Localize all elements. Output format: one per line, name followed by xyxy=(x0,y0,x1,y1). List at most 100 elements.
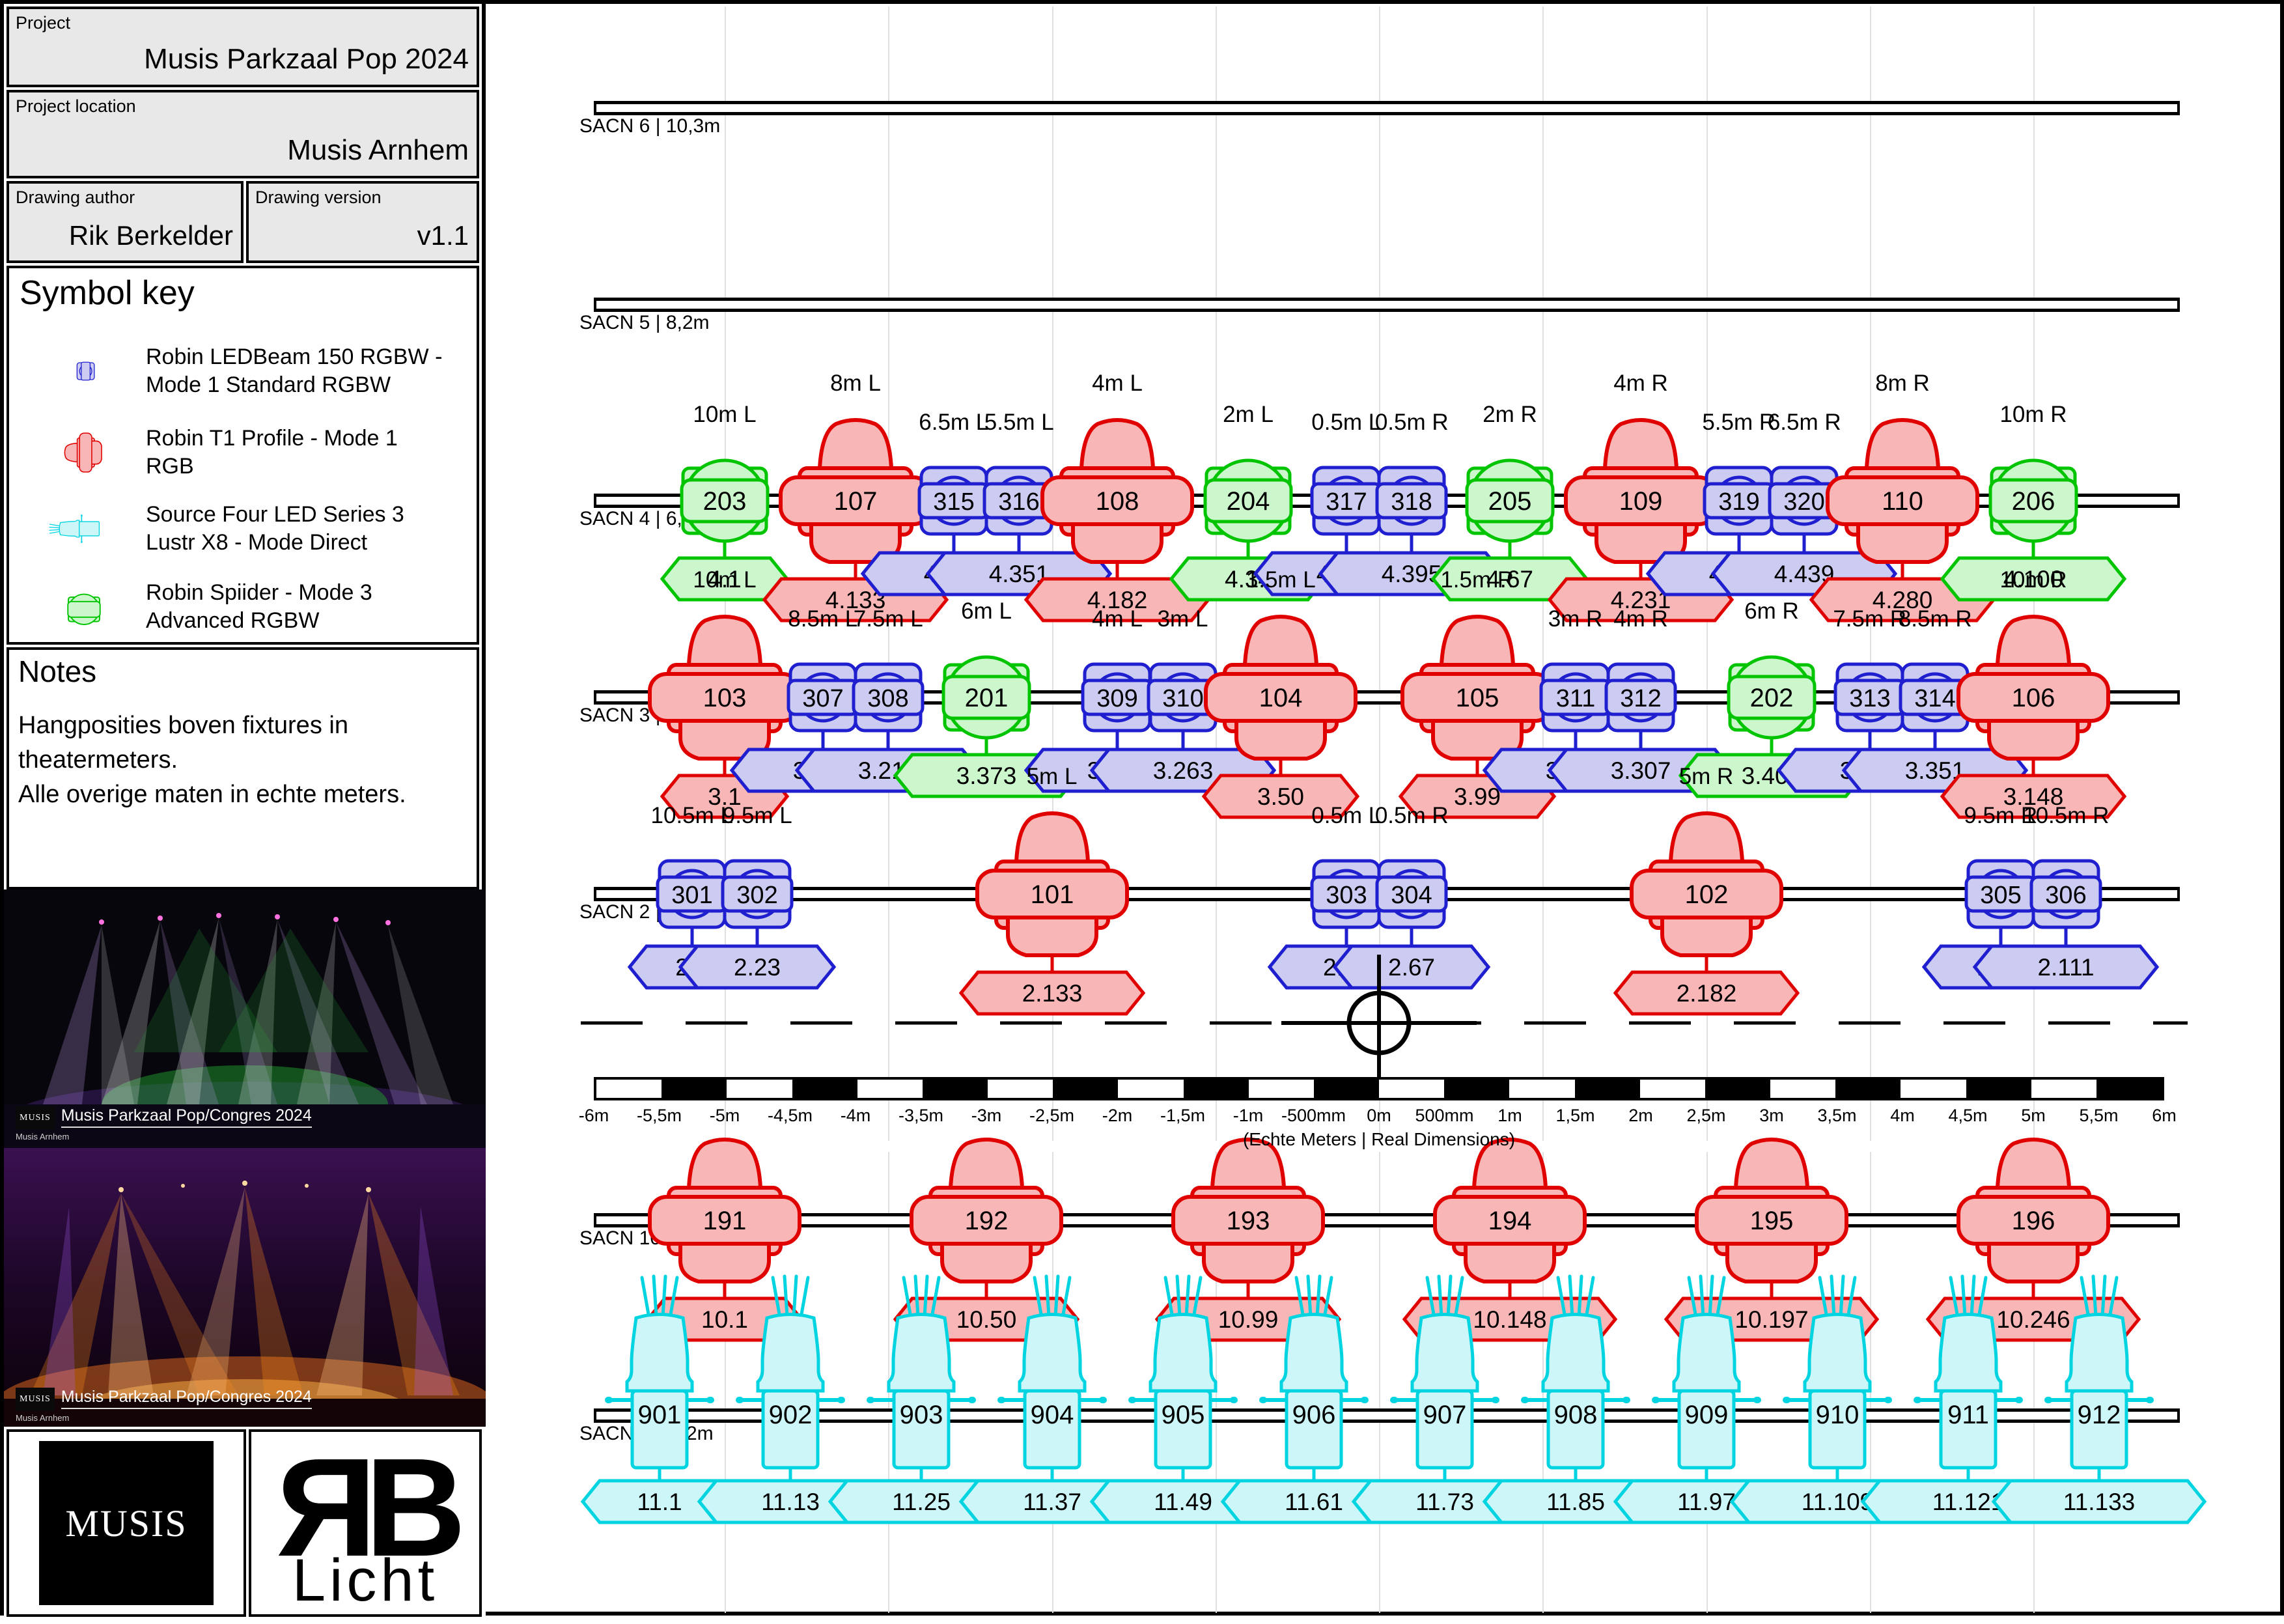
fixture-191: 191 10.1 xyxy=(645,1138,804,1342)
fixture-306-position: 10.5m R xyxy=(2023,803,2110,828)
s4-icon xyxy=(35,486,133,571)
ruler-tick-17: 2,5m xyxy=(1686,1106,1726,1125)
svg-text:2.182: 2.182 xyxy=(1676,980,1736,1007)
svg-text:10.197: 10.197 xyxy=(1734,1306,1808,1333)
truss-sacn6-pipe xyxy=(594,101,2180,115)
svg-text:11.49: 11.49 xyxy=(1154,1489,1212,1515)
truss-sacn5-pipe xyxy=(594,298,2180,312)
scale-ruler xyxy=(594,1077,2164,1100)
fixture-302: 302 2.23 xyxy=(678,859,837,990)
svg-text:909: 909 xyxy=(1684,1401,1728,1429)
ruler-tick-18: 3m xyxy=(1759,1106,1784,1125)
fixture-905: 905 11.49 xyxy=(1089,1274,1276,1524)
location-name: Musis Arnhem xyxy=(287,134,469,166)
fixture-908: 908 11.85 xyxy=(1482,1274,1669,1524)
svg-text:193: 193 xyxy=(1227,1207,1270,1235)
musis-logo: MUSIS xyxy=(39,1441,214,1605)
svg-text:301: 301 xyxy=(671,882,712,909)
plot-area: SACN 6 | 10,3m SACN 5 | 8,2m SACN 4 | 6,1m… xyxy=(486,4,2280,1613)
svg-text:910: 910 xyxy=(1815,1401,1859,1429)
ruler-tick-8: -2m xyxy=(1102,1106,1133,1125)
svg-text:3.1: 3.1 xyxy=(708,783,741,810)
musis-logo-text: MUSIS xyxy=(65,1502,188,1545)
fixture-201: 201 3.373 xyxy=(893,655,1080,798)
ruler-tick-20: 4m xyxy=(1890,1106,1915,1125)
ruler-tick-1: -5,5m xyxy=(636,1106,682,1125)
svg-text:4.67: 4.67 xyxy=(1486,566,1533,593)
svg-text:303: 303 xyxy=(1326,882,1367,909)
fixture-103: 103 3.1 xyxy=(648,615,801,819)
svg-text:302: 302 xyxy=(737,882,778,909)
svg-text:3.263: 3.263 xyxy=(1152,757,1213,784)
symbol-key-label: Robin T1 Profile - Mode 1 RGB xyxy=(146,425,398,479)
svg-text:3.148: 3.148 xyxy=(2003,783,2064,810)
fixture-304-position: 0.5m R xyxy=(1374,803,1449,828)
photo-1-caption: MUSIS Musis Parkzaal Pop/Congres 2024 Mus… xyxy=(16,1106,312,1141)
fixture-106-position: 10m R xyxy=(1999,567,2067,593)
svg-text:907: 907 xyxy=(1423,1401,1466,1429)
svg-text:906: 906 xyxy=(1292,1401,1335,1429)
fixture-103-position: 10m L xyxy=(693,567,757,593)
fixture-195: 195 10.197 xyxy=(1664,1138,1880,1342)
fixture-101: 101 2.133 xyxy=(958,811,1145,1016)
version-box: Drawing version v1.1 xyxy=(246,181,479,263)
fixture-101-position: 5m L xyxy=(1026,764,1078,789)
fixture-206: 206 4.100 xyxy=(1940,458,2127,602)
fixture-203: 203 4.1 xyxy=(660,458,790,602)
svg-text:108: 108 xyxy=(1096,487,1139,516)
svg-text:11.25: 11.25 xyxy=(892,1489,951,1515)
svg-text:11.73: 11.73 xyxy=(1415,1489,1474,1515)
project-name: Musis Parkzaal Pop 2024 xyxy=(144,43,469,75)
svg-text:4.280: 4.280 xyxy=(1873,587,1933,613)
svg-text:11.133: 11.133 xyxy=(2063,1489,2134,1515)
svg-text:11.37: 11.37 xyxy=(1023,1489,1081,1515)
ruler-tick-5: -3,5m xyxy=(898,1106,944,1125)
ruler-tick-7: -2,5m xyxy=(1029,1106,1075,1125)
fixture-302-position: 9.5m L xyxy=(722,803,792,828)
fixture-205: 205 4.67 xyxy=(1430,458,1589,602)
fixture-204-position: 2m L xyxy=(1223,402,1274,427)
fixture-206-position: 10m R xyxy=(1999,402,2067,427)
symbol-key-entry-t1: Robin T1 Profile - Mode 1 RGB xyxy=(9,415,477,490)
svg-text:10.1: 10.1 xyxy=(701,1306,748,1333)
fixture-109-position: 4m R xyxy=(1613,371,1668,396)
symbol-key-label: Source Four LED Series 3 Lustr X8 - Mode… xyxy=(146,502,404,555)
svg-text:902: 902 xyxy=(768,1401,812,1429)
svg-text:2.111: 2.111 xyxy=(2038,954,2095,981)
fixture-193: 193 10.99 xyxy=(1154,1138,1342,1342)
svg-text:102: 102 xyxy=(1684,880,1728,909)
svg-text:202: 202 xyxy=(1750,684,1794,712)
fixture-308-position: 7.5m L xyxy=(853,606,923,632)
fixture-906: 906 11.61 xyxy=(1220,1274,1407,1524)
fixture-107-position: 8m L xyxy=(830,371,881,396)
author-box: Drawing author Rik Berkelder xyxy=(7,181,244,263)
svg-text:110: 110 xyxy=(1882,487,1923,516)
location-box: Project location Musis Arnhem xyxy=(7,90,479,178)
fixture-104: 104 3.50 xyxy=(1202,615,1360,819)
ruler-tick-23: 5,5m xyxy=(2079,1106,2119,1125)
fixture-102-position: 5m R xyxy=(1678,764,1734,789)
svg-text:104: 104 xyxy=(1259,684,1303,712)
fixture-316-position: 5.5m L xyxy=(984,410,1054,435)
fixture-310-position: 3m L xyxy=(1157,606,1208,632)
ruler-tick-22: 5m xyxy=(2021,1106,2046,1125)
svg-text:11.13: 11.13 xyxy=(761,1489,820,1515)
ruler-tick-11: -500mm xyxy=(1281,1106,1346,1125)
project-label: Project xyxy=(16,13,71,33)
photo-2-caption: MUSIS Musis Parkzaal Pop/Congres 2024 Mus… xyxy=(16,1388,312,1423)
svg-text:11.97: 11.97 xyxy=(1677,1489,1736,1515)
ruler-tick-14: 1m xyxy=(1497,1106,1522,1125)
svg-text:10.99: 10.99 xyxy=(1218,1306,1279,1333)
fixture-318-position: 0.5m R xyxy=(1374,410,1449,435)
musis-mini-logo-2: MUSIS xyxy=(16,1388,55,1411)
version-label: Drawing version xyxy=(255,188,382,207)
svg-text:308: 308 xyxy=(868,685,909,712)
svg-text:206: 206 xyxy=(2012,487,2055,516)
notes-box: Notes Hangposities boven fixtures in the… xyxy=(7,647,479,889)
svg-text:306: 306 xyxy=(2046,882,2087,909)
fixture-110: 110 4.280 xyxy=(1809,418,1996,623)
symbol-key-label: Robin LEDBeam 150 RGBW - Mode 1 Standard… xyxy=(146,344,443,397)
fixture-314-position: 8.5m R xyxy=(1898,606,1972,632)
svg-text:106: 106 xyxy=(2012,684,2055,712)
